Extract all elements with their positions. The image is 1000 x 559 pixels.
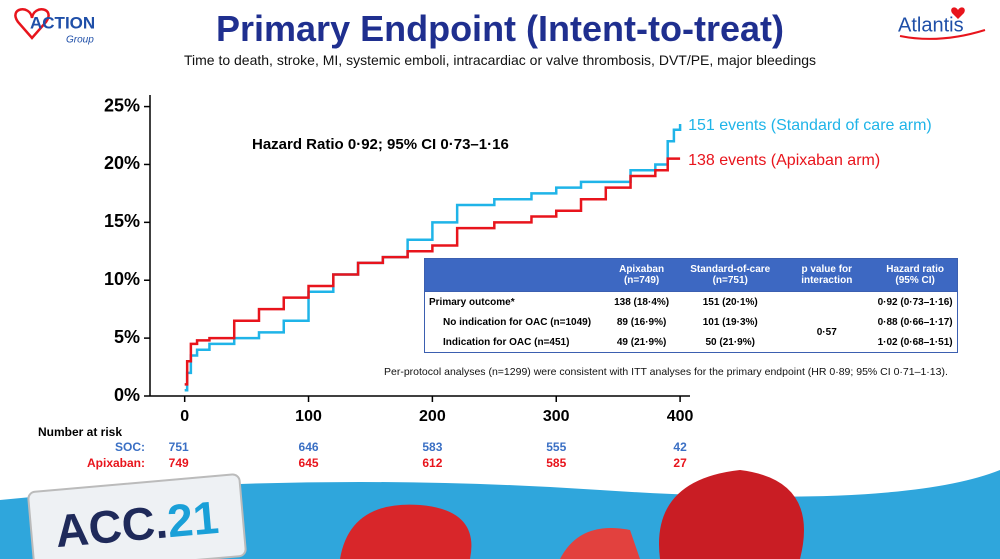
risk-value: 612: [422, 456, 442, 470]
footnote: Per-protocol analyses (n=1299) were cons…: [384, 366, 948, 378]
x-tick-label: 0: [180, 408, 189, 425]
x-tick-label: 400: [667, 408, 694, 425]
y-tick-label: 25%: [104, 95, 140, 115]
table-row: Indication for OAC (n=451) 49 (21·9%) 50 (…: [425, 332, 958, 353]
x-tick-label: 300: [543, 408, 570, 425]
cell: 101 (19·3%): [702, 316, 758, 328]
x-tick-label: 100: [295, 408, 322, 425]
badge-text: ACC.: [53, 495, 170, 558]
decor: [340, 504, 472, 559]
cell: No indication for OAC (n=1049): [443, 316, 592, 328]
cell: 1·02 (0·68–1·51): [877, 336, 953, 348]
risk-value: 583: [422, 440, 442, 454]
y-tick-label: 10%: [104, 269, 140, 289]
y-tick-label: 15%: [104, 211, 140, 231]
logo-heart: [951, 7, 965, 19]
y-tick-label: 5%: [114, 327, 140, 347]
p-value: 0·57: [816, 326, 837, 338]
title: Primary Endpoint (Intent-to-treat): [216, 8, 784, 49]
series-line: [184, 123, 682, 392]
risk-value: 646: [299, 440, 319, 454]
series-label: 151 events (Standard of care arm): [688, 117, 932, 134]
risk-value: 645: [299, 456, 319, 470]
header-cell: [424, 258, 603, 292]
risk-value: 42: [673, 440, 687, 454]
header-cell: Apixaban (n=749): [603, 258, 681, 292]
decor: [560, 527, 640, 559]
table-row: Primary outcome* 138 (18·4%) 151 (20·1%) 0·…: [424, 291, 958, 313]
cell: 50 (21·9%): [705, 336, 755, 348]
risk-name: Apixaban:: [87, 456, 145, 470]
risk-value: 555: [546, 440, 566, 454]
header-cell: p value for interaction: [780, 258, 874, 292]
series-line: [184, 157, 681, 386]
table-header: Apixaban (n=749) Standard-of-care (n=751)…: [424, 258, 958, 292]
cell: 49 (21·9%): [616, 336, 667, 348]
risk-value: 749: [169, 456, 189, 470]
y-tick-label: 0%: [114, 385, 140, 405]
logo-right: Atlantis: [898, 14, 964, 36]
y-tick-label: 20%: [104, 153, 140, 173]
cell: 151 (20·1%): [702, 296, 758, 308]
cell: Primary outcome*: [429, 296, 515, 308]
table-row: No indication for OAC (n=1049) 89 (16·9%)…: [425, 312, 958, 338]
subtitle: Time to death, stroke, MI, systemic embo…: [183, 52, 817, 68]
risk-value: 751: [169, 440, 189, 454]
header-cell: Hazard ratio (95% CI): [873, 258, 958, 292]
logo-heart: [14, 8, 50, 40]
logo-sub: Group: [66, 35, 94, 46]
header-cell: Standard-of-care (n=751): [680, 258, 781, 292]
annotation: Hazard Ratio 0·92; 95% CI 0·73–1·16: [252, 136, 509, 153]
cell: 0·88 (0·66–1·17): [877, 316, 953, 328]
table: Apixaban (n=749) Standard-of-care (n=751)…: [424, 258, 958, 353]
risk-name: SOC:: [115, 440, 145, 454]
cell: 89 (16·9%): [616, 316, 667, 328]
decor: [659, 470, 804, 559]
logo-text: ACTION: [30, 13, 95, 32]
chart: 0% 5% 10% 15% 20% 25% 0 100 200 300 400 151 events …: [38, 95, 932, 470]
risk-title: Number at risk: [38, 425, 122, 439]
cell: Indication for OAC (n=451): [443, 336, 570, 348]
series-label: 138 events (Apixaban arm): [688, 152, 880, 169]
risk-value: 585: [546, 456, 566, 470]
cell: [780, 292, 873, 313]
cell: 0·92 (0·73–1·16): [877, 296, 953, 308]
x-tick-label: 200: [419, 408, 446, 425]
cell: 138 (18·4%): [614, 296, 670, 308]
logo-swoosh: [899, 29, 986, 40]
risk-value: 27: [673, 456, 687, 470]
